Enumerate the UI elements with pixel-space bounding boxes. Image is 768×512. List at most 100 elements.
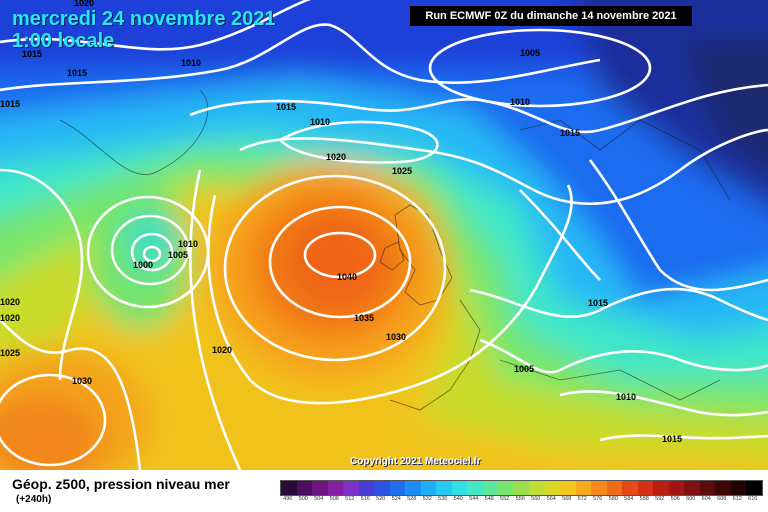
color-scale-swatch (684, 481, 700, 495)
color-scale-swatch (436, 481, 452, 495)
isobar-label: 1020 (0, 297, 20, 307)
parameter-label: Géop. z500, pression niveau mer (12, 476, 230, 492)
isobar-label: 1020 (0, 313, 20, 323)
color-scale-swatch (560, 481, 576, 495)
color-scale-label: 508 (329, 496, 339, 502)
color-scale-swatch (405, 481, 421, 495)
color-scale-label: 520 (376, 496, 386, 502)
isobar-labels: 1020 1010 1015 1015 1005 1010 1015 1010 … (0, 0, 682, 444)
color-scale-swatch (451, 481, 467, 495)
color-scale-swatch (467, 481, 483, 495)
color-scale-legend: 496 500 504 508 512 516 520 524 528 532 536 540 544 5… (280, 480, 763, 508)
color-scale-label: 536 (438, 496, 448, 502)
color-scale-label: 548 (484, 496, 494, 502)
isobar-label: 1010 (178, 239, 198, 249)
isobar-label: 1015 (276, 102, 296, 112)
isobar-label: 1000 (133, 260, 153, 270)
color-scale-label: 612 (732, 496, 742, 502)
isobar-label: 1010 (310, 117, 330, 127)
isobar-label: 1030 (386, 332, 406, 342)
color-scale-label: 544 (469, 496, 479, 502)
isobar-label: 1015 (67, 68, 87, 78)
color-scale-label: 588 (639, 496, 649, 502)
isobar-label: 1010 (510, 97, 530, 107)
isobar-label: 1005 (514, 364, 534, 374)
color-scale-swatch (374, 481, 390, 495)
isobar-label: 1005 (520, 48, 540, 58)
color-scale-label: 592 (655, 496, 665, 502)
color-scale-swatch (513, 481, 529, 495)
model-run-info: Run ECMWF 0Z du dimanche 14 novembre 202… (410, 6, 692, 26)
color-scale-swatch (420, 481, 436, 495)
forecast-time: 1:00 locale (12, 30, 115, 52)
copyright-notice: Copyright 2021 Meteociel.fr (350, 456, 481, 467)
color-scale-label: 504 (314, 496, 324, 502)
isobar-label: 1015 (560, 128, 580, 138)
isobar-label: 1025 (392, 166, 412, 176)
isobar-label: 1035 (354, 313, 374, 323)
color-scale-swatch (622, 481, 638, 495)
color-scale-label: 516 (360, 496, 370, 502)
isobar-label: 1010 (616, 392, 636, 402)
coastlines (59, 89, 731, 411)
color-scale-swatch (637, 481, 653, 495)
map-footer: Géop. z500, pression niveau mer (+240h) … (0, 470, 768, 512)
color-scale-swatch (730, 481, 746, 495)
color-scale-label: 496 (283, 496, 293, 502)
color-scale-label: 604 (701, 496, 711, 502)
isobars (0, 0, 768, 470)
color-scale-label: 500 (298, 496, 308, 502)
color-scale-label: 556 (515, 496, 525, 502)
isobar-label: 1040 (337, 272, 357, 282)
color-scale-swatches (280, 480, 763, 496)
color-scale-label: 608 (717, 496, 727, 502)
color-scale-swatch (653, 481, 669, 495)
forecast-datetime: mercredi 24 novembre 2021 1:00 locale (12, 8, 276, 52)
color-scale-label: 564 (546, 496, 556, 502)
color-scale-label: 552 (500, 496, 510, 502)
isobar-label: 1015 (662, 434, 682, 444)
color-scale-swatch (699, 481, 715, 495)
color-scale-swatch (482, 481, 498, 495)
isobar-label: 1010 (181, 58, 201, 68)
color-scale-label: 528 (407, 496, 417, 502)
forecast-date: mercredi 24 novembre 2021 (12, 8, 276, 30)
color-scale-label: 512 (345, 496, 355, 502)
lead-time-label: (+240h) (16, 494, 52, 505)
color-scale-label: 524 (391, 496, 401, 502)
color-scale-swatch (281, 481, 297, 495)
color-scale-labels: 496 500 504 508 512 516 520 524 528 532 536 540 544 5… (280, 496, 763, 502)
color-scale-swatch (591, 481, 607, 495)
color-scale-swatch (575, 481, 591, 495)
color-scale-label: 572 (577, 496, 587, 502)
color-scale-swatch (389, 481, 405, 495)
isobar-label: 1020 (326, 152, 346, 162)
color-scale-swatch (606, 481, 622, 495)
isobar-label: 1020 (212, 345, 232, 355)
map-canvas: 1020 1010 1015 1015 1005 1010 1015 1010 … (0, 0, 768, 470)
color-scale-label: 600 (686, 496, 696, 502)
color-scale-swatch (498, 481, 514, 495)
color-scale-swatch (312, 481, 328, 495)
color-scale-swatch (746, 481, 762, 495)
color-scale-label: 540 (453, 496, 463, 502)
color-scale-label: 584 (624, 496, 634, 502)
color-scale-swatch (343, 481, 359, 495)
color-scale-swatch (296, 481, 312, 495)
isobar-label: 1030 (72, 376, 92, 386)
color-scale-label: 576 (593, 496, 603, 502)
color-scale-label: 532 (422, 496, 432, 502)
isobar-label: 1015 (22, 49, 42, 59)
color-scale-swatch (327, 481, 343, 495)
color-scale-swatch (715, 481, 731, 495)
color-scale-swatch (358, 481, 374, 495)
weather-map: 1020 1010 1015 1015 1005 1010 1015 1010 … (0, 0, 768, 470)
color-scale-swatch (544, 481, 560, 495)
color-scale-label: 568 (562, 496, 572, 502)
color-scale-label: 596 (670, 496, 680, 502)
isobar-label: 1005 (168, 250, 188, 260)
isobar-label: 1015 (0, 99, 20, 109)
color-scale-swatch (529, 481, 545, 495)
color-scale-label: 560 (531, 496, 541, 502)
isobar-label: 1020 (74, 0, 94, 8)
